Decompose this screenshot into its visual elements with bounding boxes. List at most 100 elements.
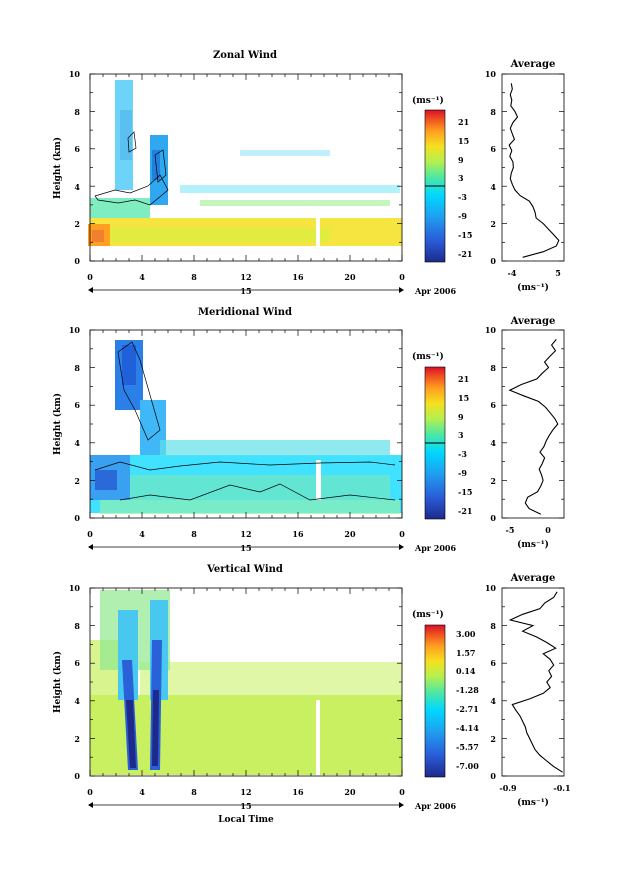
average-y-tick: 2 (490, 219, 496, 229)
y-tick-label: 0 (74, 771, 80, 781)
x-tick-label: 4 (139, 529, 145, 539)
colorbar: (ms⁻¹) 3.00 1.57 0.14 -1.28 -2.71 -4.14 … (412, 609, 479, 778)
average-y-tick: 8 (490, 107, 496, 117)
heatmap-gap (316, 700, 320, 775)
date-bar-right-marker (399, 287, 404, 293)
colorbar: (ms⁻¹) 21 15 9 3 -3 -9 -15 -21 (412, 95, 472, 263)
x-tick-label: 16 (292, 787, 304, 797)
average-y-tick: 6 (490, 658, 496, 668)
colorbar-tick-label: -3 (458, 192, 467, 202)
x-tick-label: 0 (87, 787, 93, 797)
colorbar-tick-label: 21 (458, 374, 469, 384)
average-y-tick: 6 (490, 144, 496, 154)
heatmap-region (95, 470, 117, 490)
x-axis: 0 4 8 12 16 20 0 15 Apr 2006 (87, 272, 456, 296)
average-y-tick: 10 (485, 325, 497, 335)
average-y-tick: 4 (490, 696, 496, 706)
average-x-tick: 0 (545, 525, 551, 535)
downdraft-core (152, 690, 159, 766)
y-axis-label: Height (km) (52, 651, 63, 713)
average-y-tick: 6 (490, 400, 496, 410)
colorbar-tick-label: -15 (458, 487, 472, 497)
x-axis-label: Local Time (218, 815, 274, 825)
y-tick-label: 0 (74, 256, 80, 266)
day-label: 15 (240, 286, 251, 296)
y-tick-label: 10 (69, 325, 81, 335)
average-x-label: (ms⁻¹) (517, 539, 549, 550)
heatmap-region (140, 662, 402, 696)
average-y-tick: 0 (490, 513, 496, 523)
colorbar-tick-label: -2.71 (456, 704, 479, 714)
y-tick-label: 4 (74, 182, 80, 192)
day-label: 15 (240, 801, 251, 811)
colorbar-tick-label: 1.57 (456, 648, 475, 658)
heatmap-region (160, 440, 390, 456)
y-tick-label: 6 (74, 144, 80, 154)
average-x-label: (ms⁻¹) (517, 282, 549, 293)
average-y-tick: 8 (490, 363, 496, 373)
average-y-tick: 8 (490, 621, 496, 631)
heatmap-region (100, 500, 400, 514)
average-y-tick: 0 (490, 771, 496, 781)
colorbar: (ms⁻¹) 21 15 9 3 -3 -9 -15 -21 (412, 351, 472, 520)
x-tick-label: 20 (344, 787, 356, 797)
average-x-tick: -0.9 (499, 783, 517, 793)
average-profile: Average 0 2 4 6 8 10 -5 0 (ms⁻¹) (485, 316, 565, 550)
zero-contour (94, 461, 396, 471)
heatmap-region (130, 475, 390, 500)
average-x-tick: -0.1 (553, 783, 570, 793)
average-y-tick: 10 (485, 69, 497, 79)
average-profile-lines (508, 83, 563, 773)
average-profile-line (508, 591, 563, 773)
x-tick-label: 0 (399, 272, 405, 282)
colorbar-tick-label: -21 (458, 506, 472, 516)
x-tick-label: 0 (87, 272, 93, 282)
average-title: Average (510, 573, 556, 584)
zero-contour (94, 174, 169, 206)
colorbar-tick-label: 0.14 (456, 666, 476, 676)
x-tick-label: 8 (191, 787, 197, 797)
x-tick-label: 8 (191, 272, 197, 282)
heatmap-region (90, 198, 150, 218)
average-profile-line (508, 339, 559, 515)
average-y-tick: 2 (490, 734, 496, 744)
y-tick-label: 8 (74, 363, 80, 373)
colorbar-tick-label: 3 (458, 173, 464, 183)
y-tick-label: 0 (74, 513, 80, 523)
colorbar-tick-label: -9 (458, 468, 467, 478)
x-tick-label: 4 (139, 787, 145, 797)
average-y-tick: 2 (490, 476, 496, 486)
colorbar-tick-label: 3 (458, 430, 464, 440)
heatmap-gap (316, 460, 321, 500)
zero-contour (119, 483, 396, 501)
panel-title: Meridional Wind (198, 307, 292, 318)
colorbar-tick-label: -4.14 (456, 723, 479, 733)
y-tick-label: 4 (74, 438, 80, 448)
zero-contour (127, 131, 167, 183)
heatmap-region (90, 695, 402, 775)
x-axis: 0 4 8 12 16 20 0 15 Apr 2006 (87, 529, 456, 553)
y-tick-label: 8 (74, 621, 80, 631)
colorbar-tick-label: 15 (458, 136, 469, 146)
colorbar-tick-label: -1.28 (456, 685, 479, 695)
heatmap (88, 80, 402, 252)
heatmap-region (92, 230, 104, 242)
colorbar-tick-label: 9 (458, 155, 464, 165)
date-bar-right-marker (399, 544, 404, 550)
x-tick-label: 16 (292, 529, 304, 539)
x-tick-label: 0 (399, 787, 405, 797)
x-tick-label: 20 (344, 272, 356, 282)
x-axis: 0 4 8 12 16 20 0 15 Apr 2006 Local Time (87, 787, 456, 825)
average-frame (501, 329, 565, 519)
x-tick-label: 0 (399, 529, 405, 539)
colorbar-tick-label: 15 (458, 393, 469, 403)
colorbar-unit: (ms⁻¹) (412, 609, 444, 620)
y-tick-label: 6 (74, 658, 80, 668)
average-title: Average (510, 316, 556, 327)
y-axis-label: Height (km) (52, 393, 63, 455)
y-tick-label: 2 (74, 476, 80, 486)
x-tick-label: 12 (240, 529, 251, 539)
x-tick-label: 12 (240, 787, 251, 797)
colorbar-unit: (ms⁻¹) (412, 95, 444, 106)
